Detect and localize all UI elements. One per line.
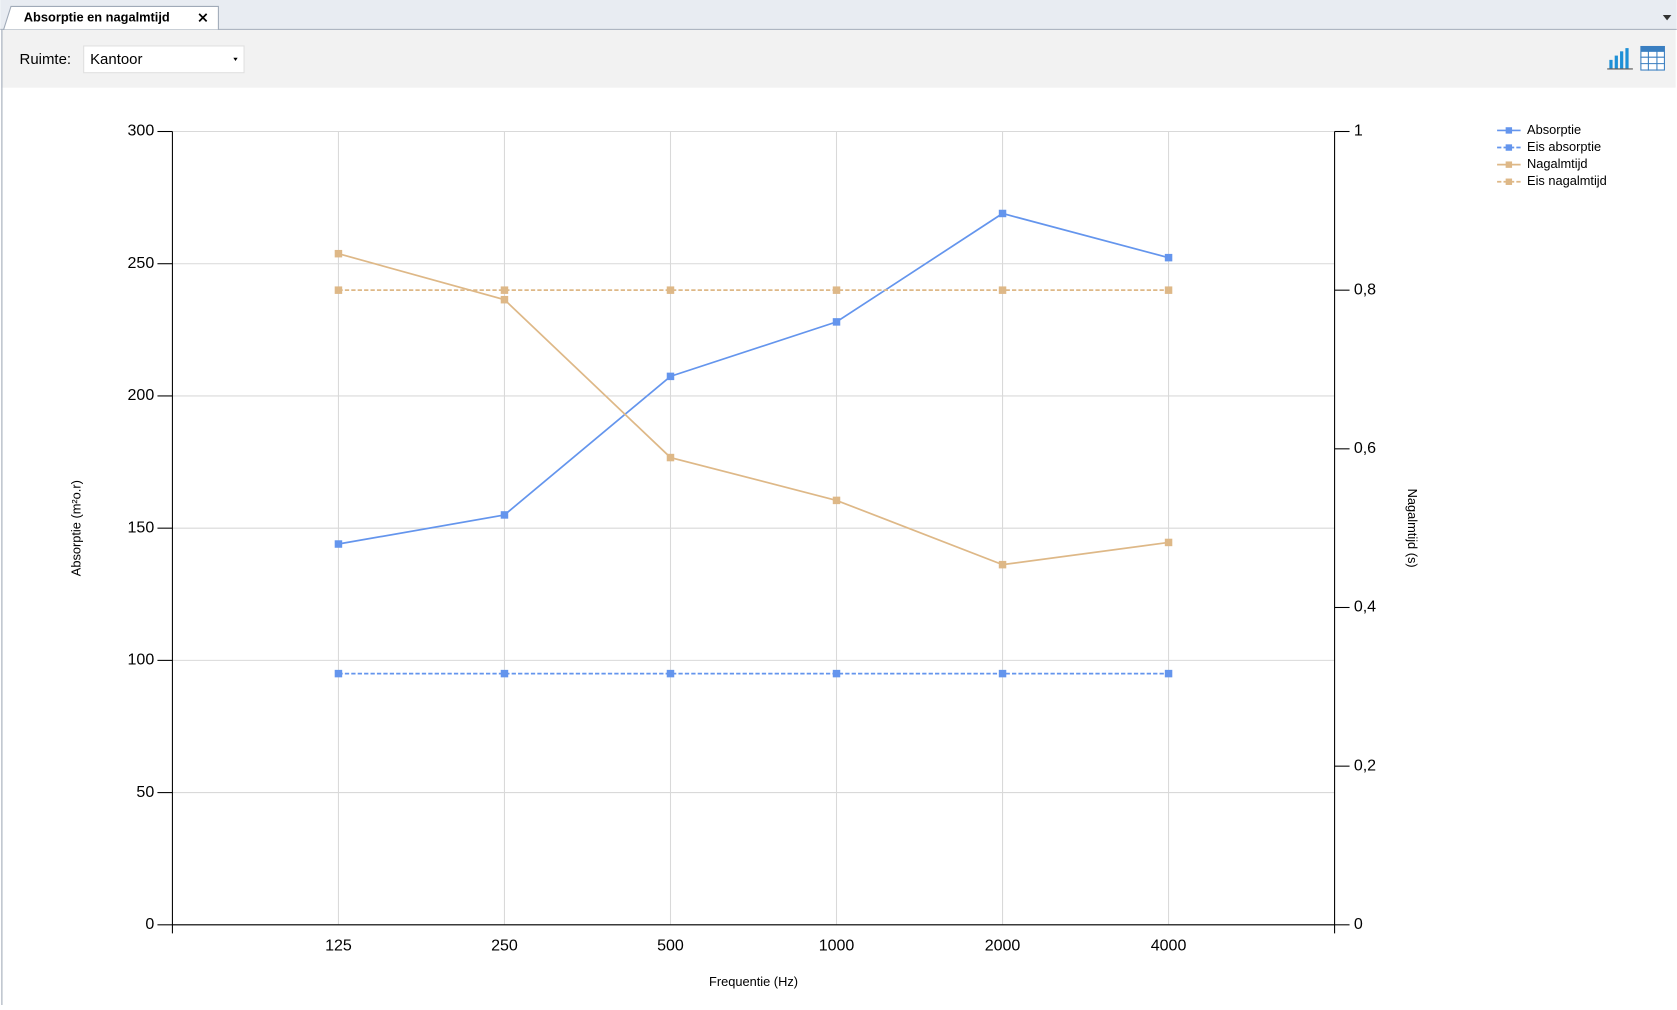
room-dropdown[interactable] (83, 45, 245, 74)
y-tick-label: 150 (128, 518, 155, 536)
y-tick-label: 250 (128, 254, 155, 272)
y-tick-label: 300 (128, 122, 155, 140)
y-axis-title: Absorptie (m²o.r) (69, 480, 84, 576)
y2-tick-label: 1 (1354, 122, 1363, 140)
legend-marker (1505, 127, 1513, 134)
point-marker (1164, 669, 1173, 678)
point-marker (998, 209, 1007, 218)
x-tick-label: 4000 (1151, 936, 1187, 954)
legend-marker (1505, 178, 1513, 185)
legend-marker (1505, 144, 1513, 151)
tab-close[interactable] (198, 13, 208, 22)
point-marker (998, 560, 1007, 569)
point-marker (334, 249, 343, 258)
point-marker (334, 540, 343, 548)
y-tick-label: 0 (145, 915, 154, 933)
dropdown-arrow[interactable] (233, 57, 238, 61)
point-marker (1164, 253, 1173, 262)
y-tick-label: 200 (128, 386, 155, 404)
y2-tick-label: 0,8 (1354, 280, 1376, 298)
tab-menu[interactable] (1662, 14, 1672, 21)
point-marker (998, 286, 1007, 294)
chart: 0 50 100 150 200 250 300 125 250 500 1000 2000 4000 0… (69, 122, 1607, 989)
room-label: Ruimte: (20, 51, 72, 68)
point-marker (832, 286, 841, 294)
x-tick-label: 2000 (985, 936, 1021, 954)
y-tick-label: 100 (128, 651, 155, 669)
x-axis-title: Frequentie (Hz) (709, 974, 798, 989)
table-view-button[interactable] (1640, 45, 1665, 71)
point-marker (666, 286, 675, 294)
point-marker (500, 286, 509, 294)
tab-title[interactable]: Absorptie en nagalmtijd (24, 10, 170, 25)
point-marker (1164, 286, 1173, 294)
point-marker (500, 511, 509, 519)
point-marker (832, 318, 841, 326)
tab-strip (0, 0, 1677, 30)
y2-tick-label: 0,6 (1354, 439, 1376, 457)
y2-tick-label: 0,4 (1354, 598, 1376, 616)
x-tick-label: 250 (491, 936, 518, 954)
point-marker (666, 453, 675, 462)
legend-label: Eis nagalmtijd (1527, 173, 1607, 188)
x-tick-label: 125 (325, 936, 352, 954)
y-tick-label: 50 (136, 783, 154, 801)
point-marker (500, 669, 509, 678)
point-marker (500, 295, 509, 304)
series-line (338, 212, 1169, 545)
y2-tick-label: 0 (1354, 915, 1363, 933)
x-tick-label: 1000 (819, 936, 855, 954)
y2-axis-title: Nagalmtijd (s) (1405, 489, 1420, 568)
legend-label: Nagalmtijd (1527, 156, 1588, 171)
point-marker (1164, 538, 1173, 547)
legend-label: Eis absorptie (1527, 139, 1601, 154)
point-marker (334, 669, 343, 678)
point-marker (334, 286, 343, 294)
room-value[interactable]: Kantoor (90, 51, 142, 68)
point-marker (666, 669, 675, 678)
point-marker (832, 496, 841, 505)
y2-tick-label: 0,2 (1354, 756, 1376, 774)
legend-label: Absorptie (1527, 122, 1581, 137)
point-marker (832, 669, 841, 678)
series-line (338, 252, 1169, 566)
point-marker (666, 372, 675, 381)
toolbar (1, 29, 1676, 88)
point-marker (998, 669, 1007, 678)
chart-view-button[interactable] (1607, 48, 1633, 70)
legend-marker (1505, 161, 1513, 168)
x-tick-label: 500 (657, 936, 684, 954)
